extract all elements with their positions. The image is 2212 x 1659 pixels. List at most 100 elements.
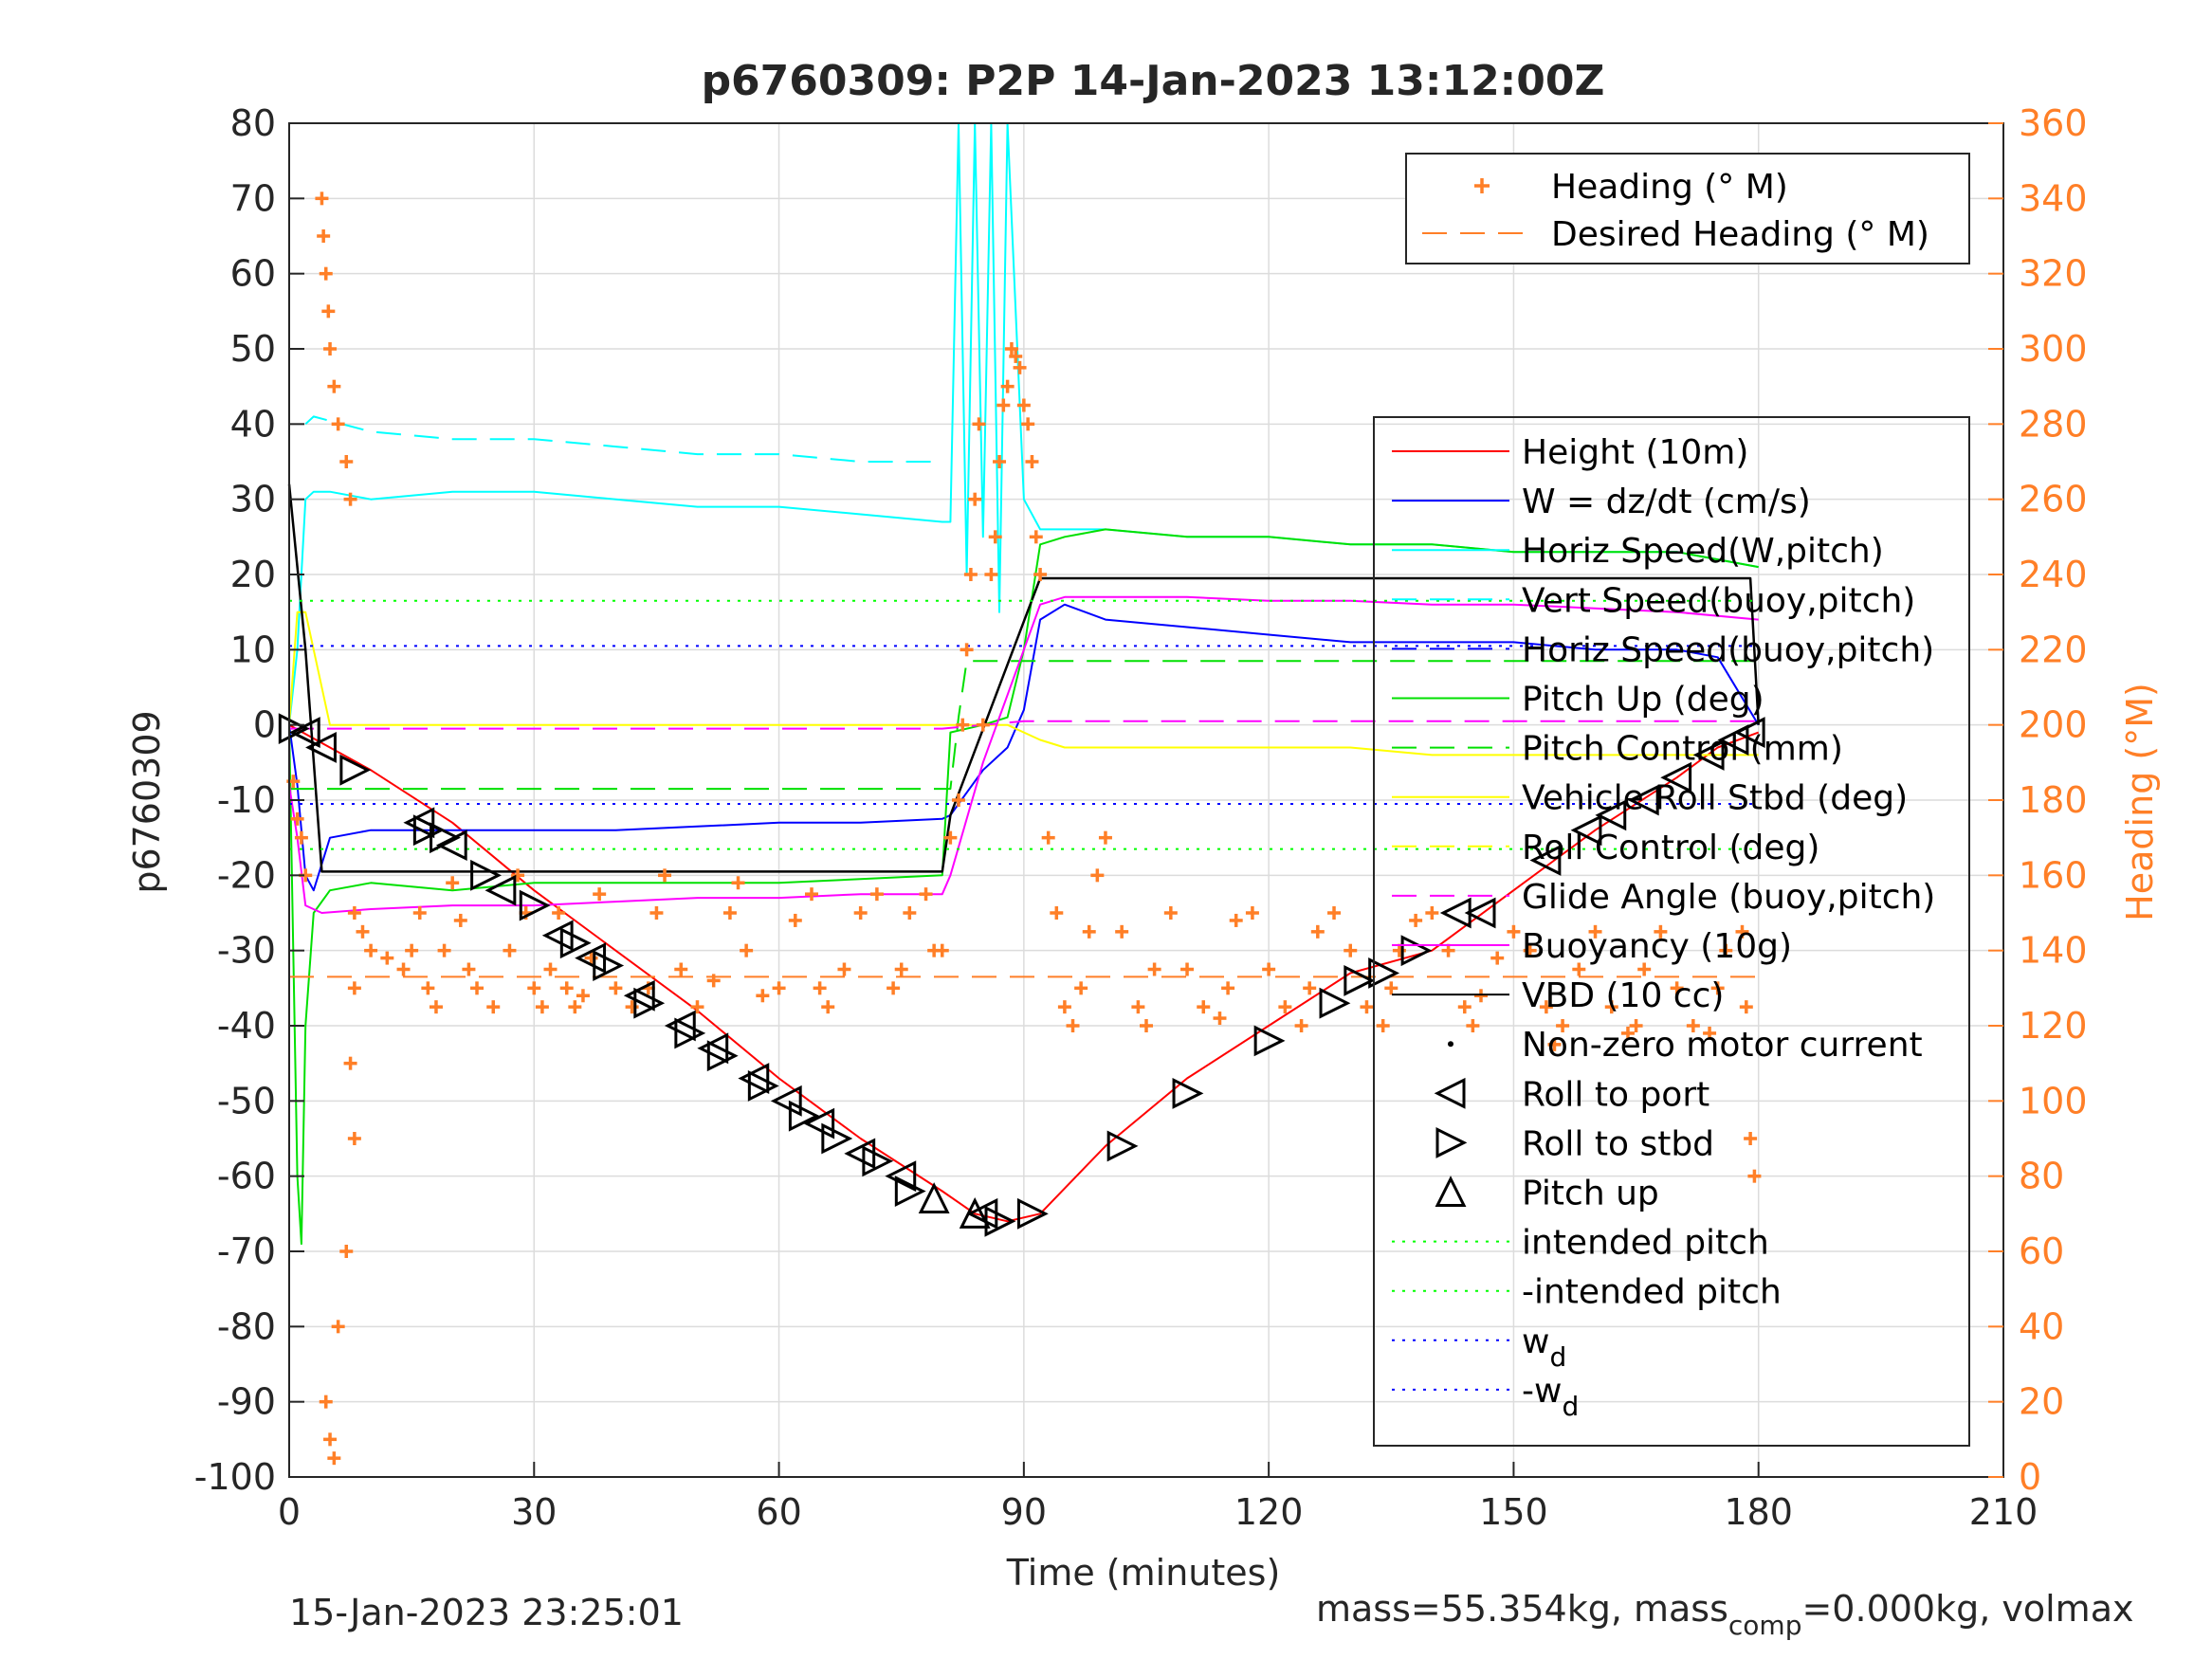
heading-point (1074, 981, 1088, 995)
roll-to-stbd-marker (747, 1070, 779, 1102)
x-tick-label: 180 (1724, 1491, 1793, 1533)
heading-point (593, 887, 607, 902)
roll-to-stbd-marker (1319, 987, 1351, 1019)
heading-point (1654, 924, 1668, 939)
legend-label: W = dz/dt (cm/s) (1522, 483, 1811, 521)
heading-point (347, 906, 361, 920)
heading-point (1409, 913, 1423, 927)
roll-to-port-marker (803, 1107, 835, 1139)
legend-label: VBD (10 cc) (1522, 976, 1724, 1015)
heading-point (317, 229, 331, 243)
legend-label: Horiz Speed(buoy,pitch) (1522, 630, 1934, 669)
x-tick-label: 150 (1479, 1491, 1548, 1533)
legend-label-subscript: d (1562, 1391, 1579, 1422)
roll-to-port-marker (288, 717, 320, 749)
heading-point (1050, 906, 1064, 920)
heading-point (1747, 1169, 1762, 1183)
heading-point (1013, 360, 1027, 374)
heading-point (356, 924, 370, 939)
heading-point (1572, 962, 1586, 976)
heading-point (609, 981, 623, 995)
heading-point (1384, 981, 1398, 995)
heading-point (331, 417, 345, 431)
y2-tick-label: 20 (2019, 1381, 2064, 1423)
heading-point (347, 1132, 361, 1145)
marker-layer (278, 713, 1765, 1237)
roll-to-port-marker (484, 874, 517, 906)
roll-to-port-marker (1570, 814, 1602, 847)
heading-point (1539, 1000, 1553, 1014)
y-tick-label: -20 (217, 854, 276, 896)
roll-to-port-marker (403, 807, 435, 839)
legend-label: Horiz Speed(W,pitch) (1522, 532, 1884, 571)
heading-point (1229, 913, 1243, 927)
roll-to-port-marker (697, 1032, 729, 1065)
y-tick-label: -10 (217, 779, 276, 821)
heading-point (1294, 1019, 1308, 1032)
heading-point (327, 379, 341, 393)
heading-point (805, 887, 819, 902)
heading-point (853, 906, 868, 920)
y-tick-label: 60 (230, 253, 276, 295)
heading-point (935, 943, 949, 957)
y2-axis-label: Heading (°M) (2119, 683, 2161, 921)
heading-point (405, 943, 419, 957)
legend-label: Pitch Up (deg) (1522, 681, 1764, 720)
roll-to-port-marker (664, 1010, 696, 1042)
roll-to-stbd-marker (470, 859, 502, 891)
heading-point (1744, 1132, 1758, 1145)
heading-point (323, 342, 338, 356)
heading-point (535, 1000, 549, 1014)
heading-point (364, 943, 378, 957)
footer-mass-a: mass=55.354kg, mass (1316, 1588, 1728, 1630)
heading-point (976, 718, 990, 732)
heading-point (658, 868, 672, 883)
roll-to-stbd-marker (412, 814, 445, 847)
legend-label: Vert Speed(buoy,pitch) (1522, 581, 1915, 620)
heading-point (503, 943, 517, 957)
heading-point (1221, 981, 1235, 995)
y-tick-label: 10 (230, 629, 276, 670)
roll-to-stbd-marker (1368, 957, 1400, 989)
heading-point (319, 1395, 333, 1409)
heading-point (1066, 1019, 1080, 1032)
x-tick-label: 210 (1969, 1491, 2038, 1533)
y2-tick-label: 360 (2019, 102, 2088, 144)
legend-label: Vehicle Roll Stbd (deg) (1522, 779, 1908, 818)
heading-point (1686, 1019, 1700, 1032)
heading-point (690, 1000, 704, 1014)
y2-tick-label: 220 (2019, 629, 2088, 670)
roll-to-stbd-marker (862, 1145, 894, 1177)
heading-point (963, 568, 978, 581)
heading-point (993, 455, 1007, 468)
y-tick-label: 30 (230, 479, 276, 520)
legend-pitch-up-marker (1435, 1176, 1467, 1207)
heading-point (1131, 1000, 1145, 1014)
footer-mass: mass=55.354kg, masscomp=0.000kg, volmax (1316, 1588, 2133, 1641)
heading-point (1620, 1026, 1635, 1040)
y2-tick-label: 260 (2019, 479, 2088, 520)
heading-point (1637, 962, 1652, 976)
heading-point (722, 906, 737, 920)
y-tick-label: 50 (230, 328, 276, 370)
legend-heading-label: Heading (° M) (1551, 168, 1788, 207)
heading-point (903, 906, 917, 920)
heading-point (1025, 455, 1039, 468)
heading-point (1033, 568, 1048, 581)
heading-point (1327, 906, 1342, 920)
series-w-dz-dt-cm-s (288, 603, 1760, 892)
heading-point (837, 962, 851, 976)
heading-point (1115, 924, 1129, 939)
heading-point (740, 943, 754, 957)
heading-point (1344, 943, 1358, 957)
heading-point (1090, 868, 1105, 883)
heading-point (1262, 962, 1276, 976)
heading-point (988, 530, 1002, 544)
y2-tick-label: 180 (2019, 779, 2088, 821)
heading-point (396, 962, 411, 976)
legend-main-box (1373, 416, 1970, 1447)
heading-point (887, 981, 901, 995)
x-tick-label: 0 (278, 1491, 301, 1533)
heading-point (412, 906, 427, 920)
y2-tick-label: 200 (2019, 704, 2088, 746)
